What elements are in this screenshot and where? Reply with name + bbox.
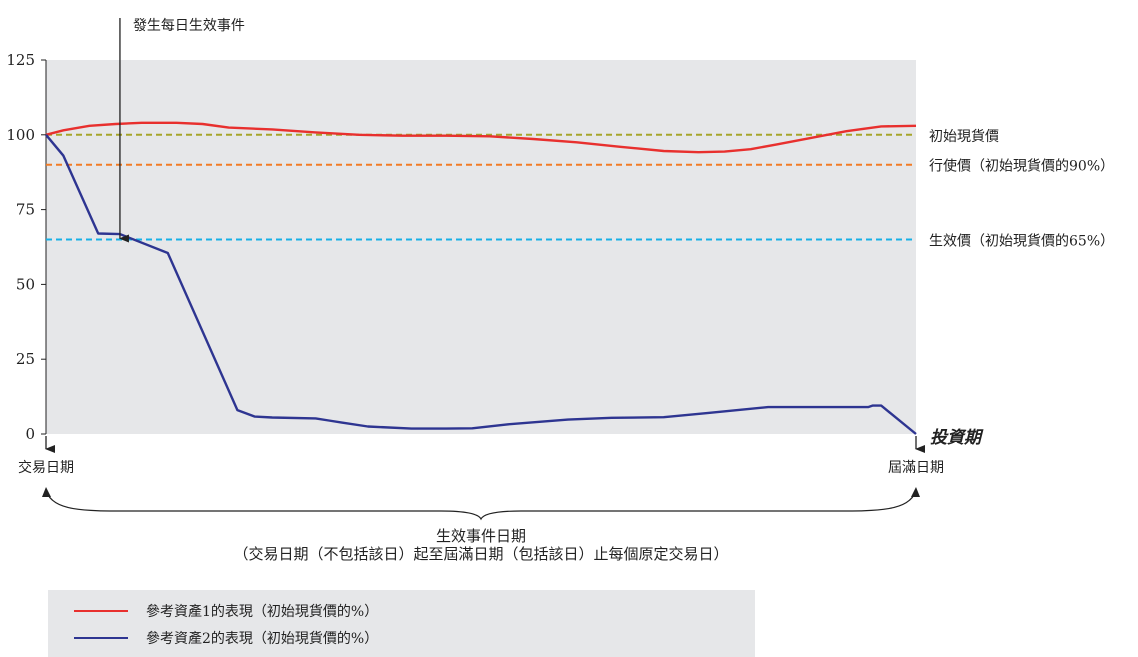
legend-label-series-2: 參考資產2的表現（初始現貨價的%） (146, 631, 379, 647)
series-line-2 (45, 134, 917, 435)
legend-item-series-1: 參考資產1的表現（初始現貨價的%） (48, 601, 378, 621)
y-tick-label-2: 50 (16, 275, 35, 293)
brace-title: 生效事件日期 (436, 527, 526, 545)
plot-area (46, 60, 916, 434)
start-label: 交易日期 (18, 459, 74, 476)
x-axis-label: 投資期 (930, 428, 984, 448)
brace-subtitle: （交易日期（不包括該日）起至屆滿日期（包括該日）止每個原定交易日） (233, 545, 728, 563)
reference-label-2: 生效價（初始現貨價的65%） (929, 233, 1114, 250)
legend-swatch-series-2 (74, 637, 128, 639)
end-label: 屆滿日期 (888, 460, 944, 476)
reference-label-0: 初始現貨價 (929, 128, 999, 145)
y-tick-label-5: 125 (6, 51, 35, 69)
period-brace (45, 490, 917, 521)
y-tick-label-1: 25 (16, 350, 35, 368)
y-tick-label-0: 0 (25, 425, 35, 443)
brace-right-tip (911, 487, 920, 497)
y-tick-label-4: 100 (6, 126, 35, 144)
legend-item-series-2: 參考資產2的表現（初始現貨價的%） (48, 628, 378, 648)
reference-label-1: 行使價（初始現貨價的90%） (929, 158, 1114, 175)
y-tick-label-3: 75 (16, 201, 35, 219)
series-line-1 (45, 121, 917, 154)
event-label: 發生每日生效事件 (133, 18, 245, 34)
legend-swatch-series-1 (74, 610, 128, 612)
brace-left-tip (42, 487, 51, 497)
legend: 參考資產1的表現（初始現貨價的%） 參考資產2的表現（初始現貨價的%） (48, 590, 755, 657)
legend-label-series-1: 參考資產1的表現（初始現貨價的%） (146, 604, 379, 620)
